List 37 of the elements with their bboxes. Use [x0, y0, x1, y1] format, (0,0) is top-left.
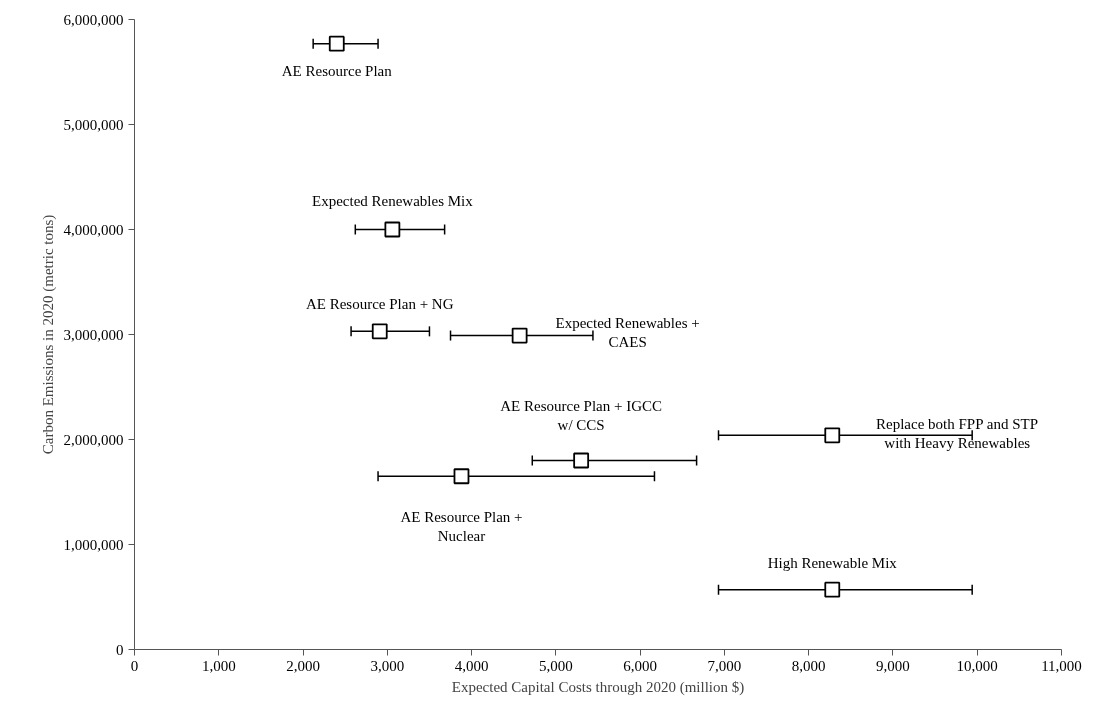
- y-tick-label: 4,000,000: [63, 221, 124, 238]
- x-tick-label: 11,000: [1041, 657, 1082, 674]
- annotation: AE Resource Plan + NG: [305, 296, 454, 313]
- x-tick-label: 9,000: [876, 657, 910, 674]
- x-tick-label: 2,000: [286, 657, 320, 674]
- x-tick-label: 5,000: [538, 657, 573, 674]
- point: [824, 581, 841, 598]
- point: [511, 327, 528, 344]
- x-tick-label: 4,000: [454, 657, 489, 674]
- annotation: AE Resource Plan: [281, 62, 393, 79]
- x-tick-label: 8,000: [791, 657, 826, 674]
- y-tick-label: 2,000,000: [63, 431, 124, 448]
- annotation: AE Resource Plan + Nuclear: [400, 508, 523, 544]
- y-axis-title: Carbon Emissions in 2020 (metric tons): [39, 214, 57, 455]
- y-tick-label: 5,000,000: [63, 116, 124, 133]
- y-tick-label: 6,000,000: [63, 11, 124, 28]
- x-tick-label: 7,000: [707, 657, 742, 674]
- annotation: Expected Renewables + CAES: [555, 314, 700, 351]
- x-tick-label: 10,000: [956, 657, 998, 674]
- annotation: Expected Renewables Mix: [311, 192, 474, 209]
- point: [453, 468, 470, 485]
- point: [328, 35, 345, 52]
- point: [573, 452, 590, 469]
- annotation: Replace both FPP and STP with Heavy Renewables: [876, 415, 1038, 451]
- x-axis-title: Expected Capital Costs through 2020 (million $): [451, 678, 745, 696]
- x-tick-label: 0: [130, 657, 139, 674]
- point: [824, 427, 841, 444]
- y-tick-label: 0: [116, 641, 124, 658]
- x-tick-label: 1,000: [201, 657, 236, 674]
- y-tick-label: 3,000,000: [63, 326, 124, 343]
- point: [384, 221, 401, 238]
- x-tick-label: 3,000: [370, 657, 405, 674]
- y-tick-label: 1,000,000: [63, 536, 124, 553]
- x-tick-label: 6,000: [623, 657, 658, 674]
- annotation: High Renewable Mix: [767, 554, 898, 571]
- point: [371, 323, 388, 340]
- annotation: AE Resource Plan + IGCC w/ CCS: [500, 397, 663, 434]
